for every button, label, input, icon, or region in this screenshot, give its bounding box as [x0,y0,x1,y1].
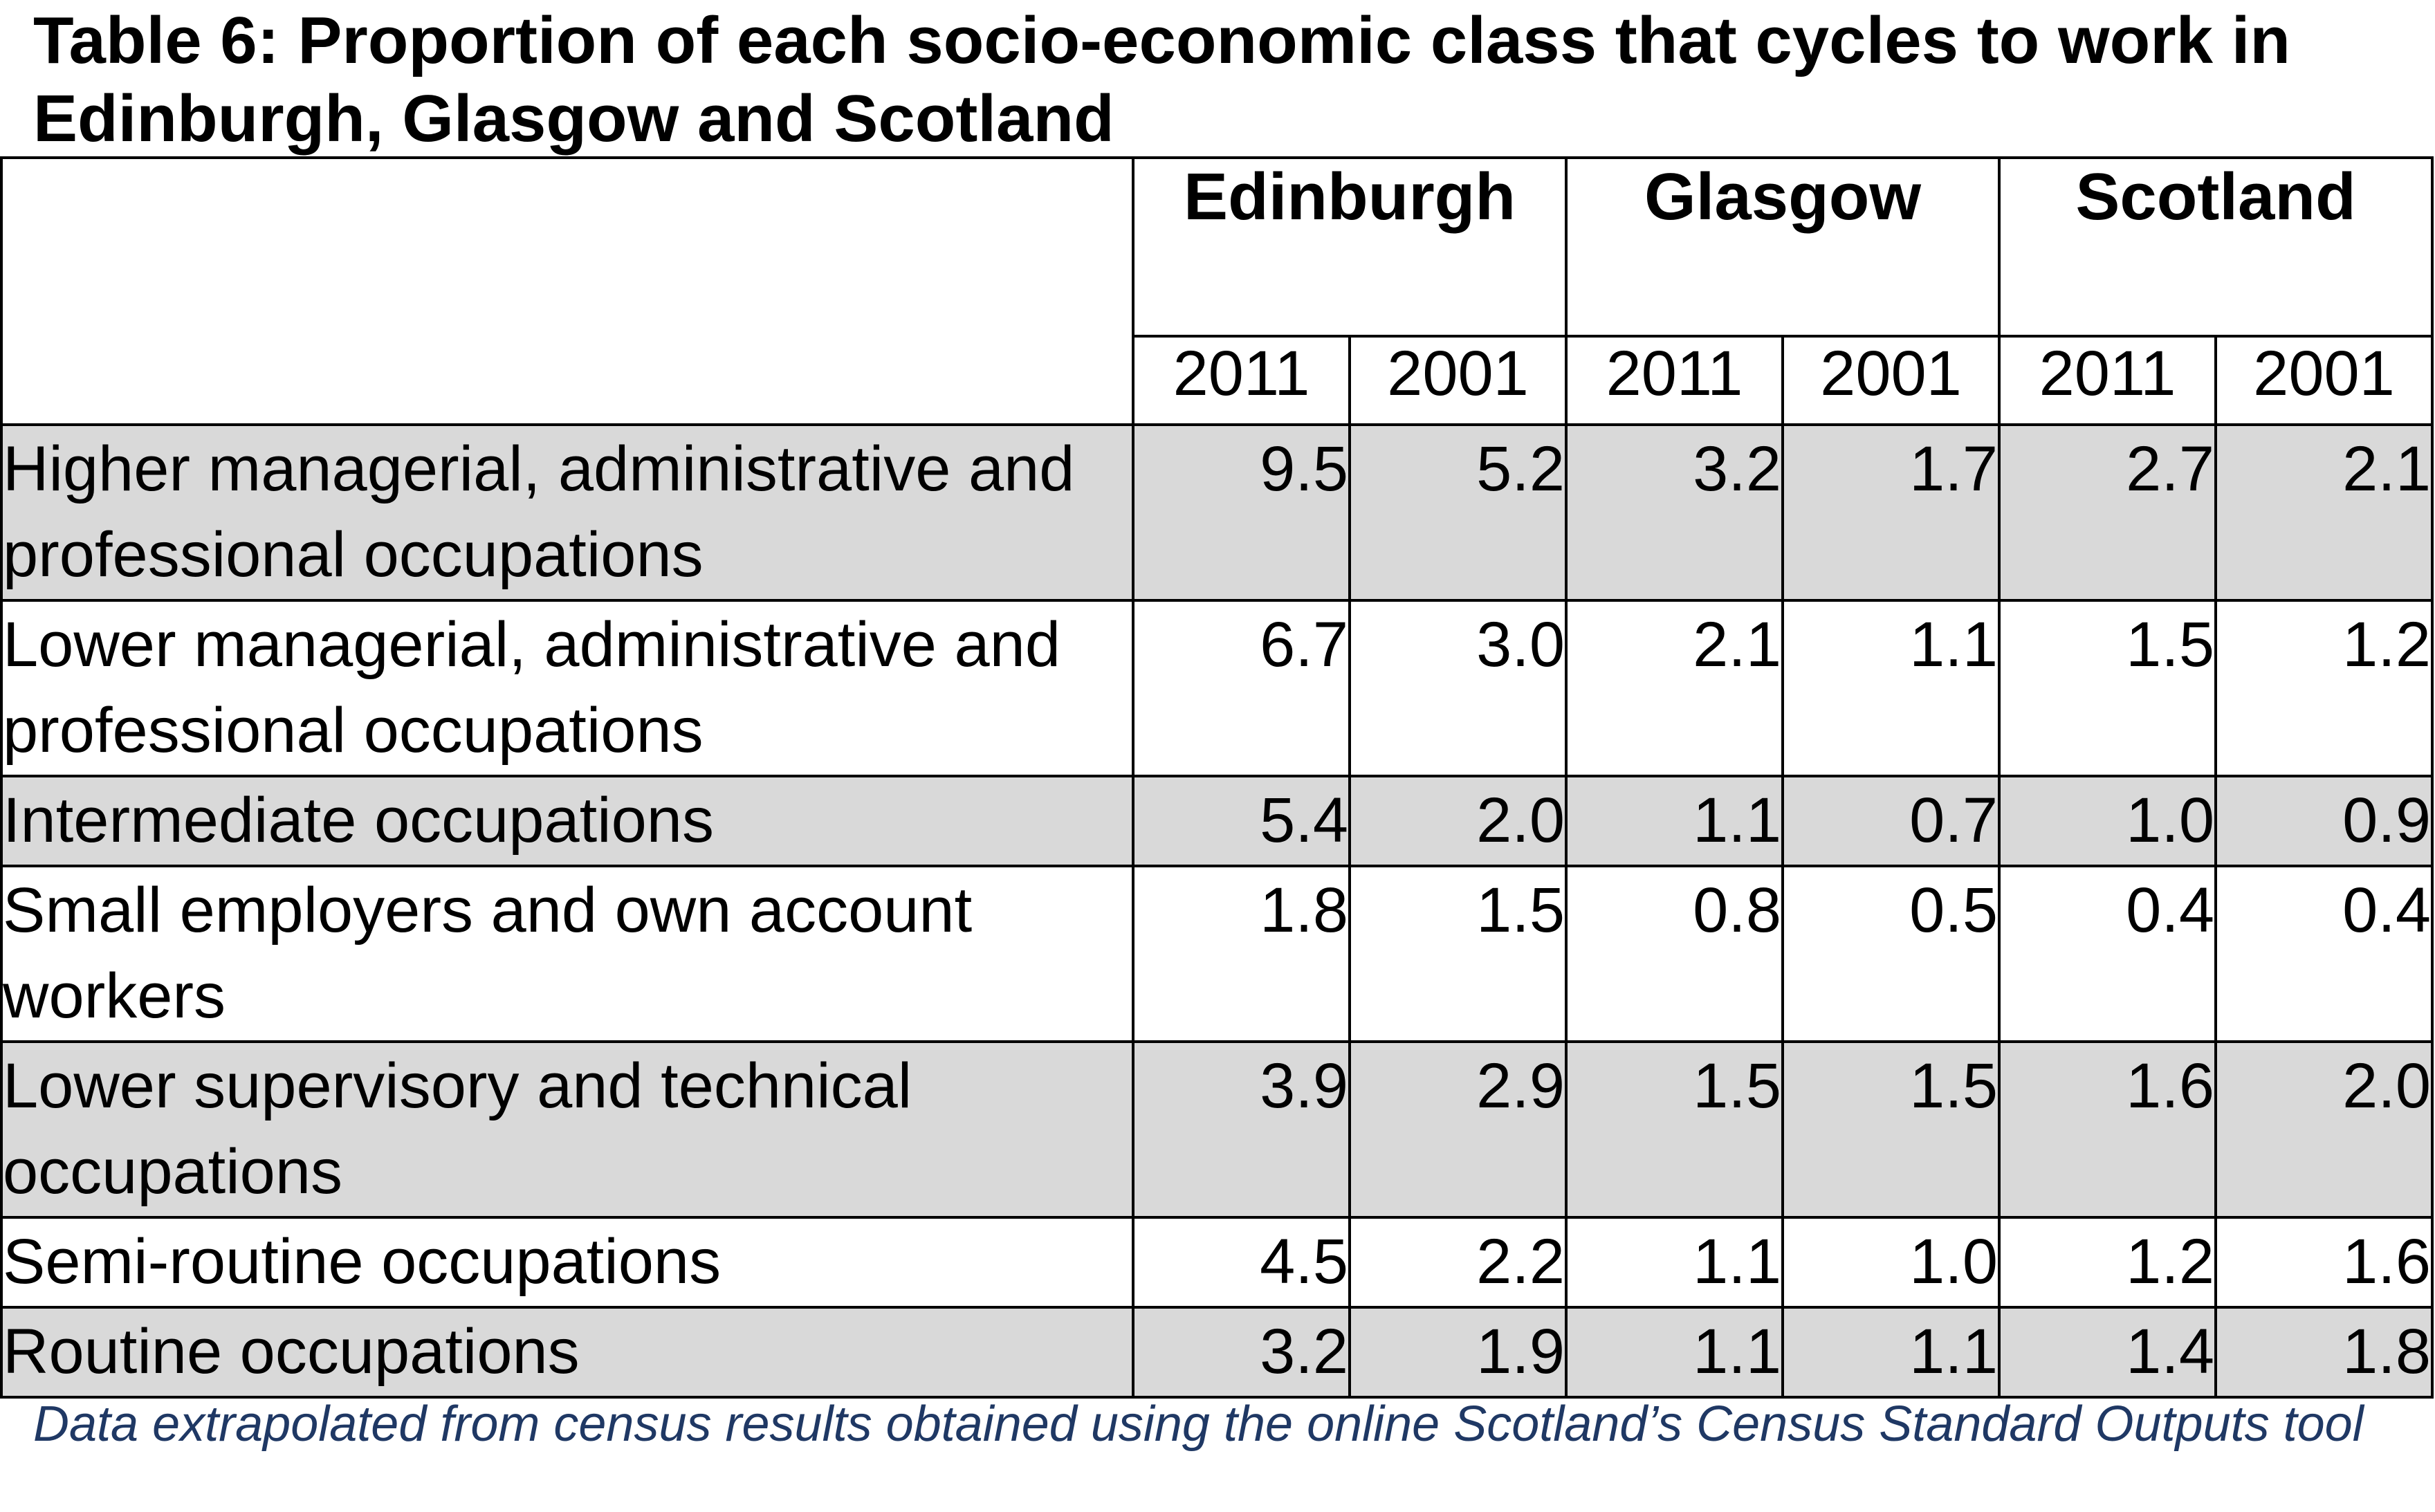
table-cell: 1.1 [1565,775,1784,867]
table-cell: 1.8 [2214,1306,2434,1399]
row-label: Intermediate occupations [0,775,1134,867]
column-header-year: 2011 [1565,335,1784,426]
row-label: Lower supervisory and technical occupati… [0,1040,1134,1219]
table-cell: 5.2 [1348,423,1568,602]
table-title: Table 6: Proportion of each socio-econom… [33,3,2291,156]
table-row: Small employers and own account workers … [0,865,2434,1043]
table-cell: 2.0 [1348,775,1568,867]
header-row-regions: Edinburgh Glasgow Scotland [0,156,2434,426]
table-cell: 2.7 [1998,423,2218,602]
column-header-region: Scotland [1998,156,2434,338]
row-label: Semi-routine occupations [0,1216,1134,1309]
table-cell: 3.0 [1348,599,1568,777]
column-header-year: 2011 [1132,335,1351,426]
header-corner-cell [0,156,1134,426]
table-cell: 9.5 [1132,423,1351,602]
table-cell: 1.1 [1781,599,2001,777]
column-header-year: 2001 [1781,335,2001,426]
table-cell: 0.5 [1781,865,2001,1043]
table-cell: 1.9 [1348,1306,1568,1399]
table-row: Intermediate occupations 5.4 2.0 1.1 0.7… [0,775,2434,867]
table-cell: 1.1 [1565,1216,1784,1309]
table-cell: 3.2 [1132,1306,1351,1399]
header-row-years: 2011 2001 2011 2001 2011 2001 [1,335,2434,426]
table-cell: 4.5 [1132,1216,1351,1309]
table-cell: 5.4 [1132,775,1351,867]
data-table: Edinburgh Glasgow Scotland 2011 2001 201… [0,156,2434,1399]
table-cell: 0.8 [1565,865,1784,1043]
table-cell: 0.4 [2214,865,2434,1043]
table-cell: 2.0 [2214,1040,2434,1219]
row-label: Lower managerial, administrative and pro… [0,599,1134,777]
column-header-year: 2001 [2214,335,2434,426]
table-cell: 1.1 [1781,1306,2001,1399]
table-cell: 1.8 [1132,865,1351,1043]
column-header-year: 2011 [1998,335,2218,426]
table-cell: 1.5 [1998,599,2218,777]
table-cell: 2.1 [2214,423,2434,602]
table-cell: 1.0 [1998,775,2218,867]
table-cell: 1.2 [1998,1216,2218,1309]
table-cell: 2.9 [1348,1040,1568,1219]
table-cell: 3.9 [1132,1040,1351,1219]
table-row: Lower supervisory and technical occupati… [0,1040,2434,1219]
table-row: Semi-routine occupations 4.5 2.2 1.1 1.0… [0,1216,2434,1309]
table-cell: 3.2 [1565,423,1784,602]
table-cell: 6.7 [1132,599,1351,777]
table-cell: 1.5 [1781,1040,2001,1219]
table-cell: 2.1 [1565,599,1784,777]
table-cell: 1.1 [1565,1306,1784,1399]
row-label: Routine occupations [0,1306,1134,1399]
table-cell: 1.6 [2214,1216,2434,1309]
table-cell: 0.4 [1998,865,2218,1043]
table-row: Routine occupations 3.2 1.9 1.1 1.1 1.4 … [0,1306,2434,1399]
table-cell: 1.4 [1998,1306,2218,1399]
table-cell: 1.7 [1781,423,2001,602]
table-cell: 1.2 [2214,599,2434,777]
table-cell: 2.2 [1348,1216,1568,1309]
table-row: Higher managerial, administrative and pr… [0,423,2434,602]
row-label: Small employers and own account workers [0,865,1134,1043]
table-cell: 1.6 [1998,1040,2218,1219]
row-label: Higher managerial, administrative and pr… [0,423,1134,602]
source-note: Data extrapolated from census results ob… [33,1396,2364,1452]
table-row: Lower managerial, administrative and pro… [0,599,2434,777]
table-cell: 1.5 [1565,1040,1784,1219]
table-cell: 1.0 [1781,1216,2001,1309]
table-cell: 1.5 [1348,865,1568,1043]
table-cell: 0.9 [2214,775,2434,867]
column-header-year: 2001 [1348,335,1568,426]
table-cell: 0.7 [1781,775,2001,867]
column-header-region: Edinburgh [1132,156,1568,338]
column-header-region: Glasgow [1564,156,2001,338]
